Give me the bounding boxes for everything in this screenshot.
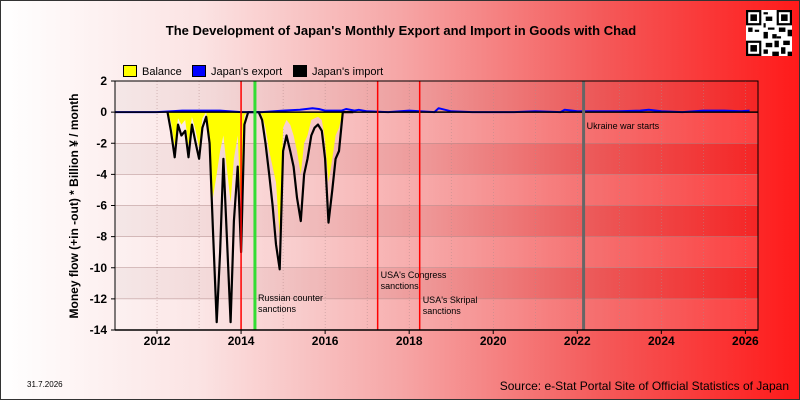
x-tick-label: 2018 <box>396 334 423 348</box>
chart-title: The Development of Japan's Monthly Expor… <box>165 23 637 38</box>
y-tick-label: 0 <box>100 105 107 119</box>
legend-item-import: Japan's import <box>293 65 383 78</box>
series-balance-area <box>167 112 354 237</box>
y-tick-label: -2 <box>96 136 107 150</box>
y-tick-label: -6 <box>96 199 107 213</box>
event-label-1: Russian counter <box>258 293 323 303</box>
x-tick-label: 2012 <box>144 334 171 348</box>
event-label-1: sanctions <box>258 304 297 314</box>
y-tick-label: -14 <box>90 323 108 337</box>
x-tick-label: 2014 <box>228 334 255 348</box>
legend-swatch-import <box>293 65 307 77</box>
y-tick-label: -8 <box>96 230 107 244</box>
qr-code <box>746 10 792 56</box>
event-label-2: sanctions <box>381 281 420 291</box>
legend-label-import: Japan's import <box>312 66 384 78</box>
event-label-4: Ukraine war starts <box>587 121 660 131</box>
y-tick-label: -10 <box>90 261 108 275</box>
event-label-3: USA's Skripal <box>423 295 478 305</box>
x-tick-label: 2024 <box>648 334 675 348</box>
x-tick-label: 2026 <box>732 334 759 348</box>
legend-label-balance: Balance <box>142 66 182 78</box>
x-tick-label: 2022 <box>564 334 591 348</box>
event-label-2: USA's Congress <box>381 270 447 280</box>
y-tick-label: -4 <box>96 167 107 181</box>
x-tick-label: 2016 <box>312 334 339 348</box>
source-label: Source: e-Stat Portal Site of Official S… <box>499 379 789 393</box>
legend-item-export: Japan's export <box>192 65 282 78</box>
legend-label-export: Japan's export <box>211 66 283 78</box>
x-tick-label: 2020 <box>480 334 507 348</box>
event-label-3: sanctions <box>423 306 462 316</box>
legend-item-balance: Balance <box>123 65 182 78</box>
date-label: 31.7.2026 <box>27 380 63 389</box>
series-import-line <box>166 111 354 324</box>
legend-swatch-balance <box>123 65 137 77</box>
legend-swatch-export <box>192 65 206 77</box>
grid-band <box>115 298 758 330</box>
y-tick-label: 2 <box>100 74 107 88</box>
y-tick-label: -12 <box>90 292 108 306</box>
grid-band <box>115 236 758 268</box>
